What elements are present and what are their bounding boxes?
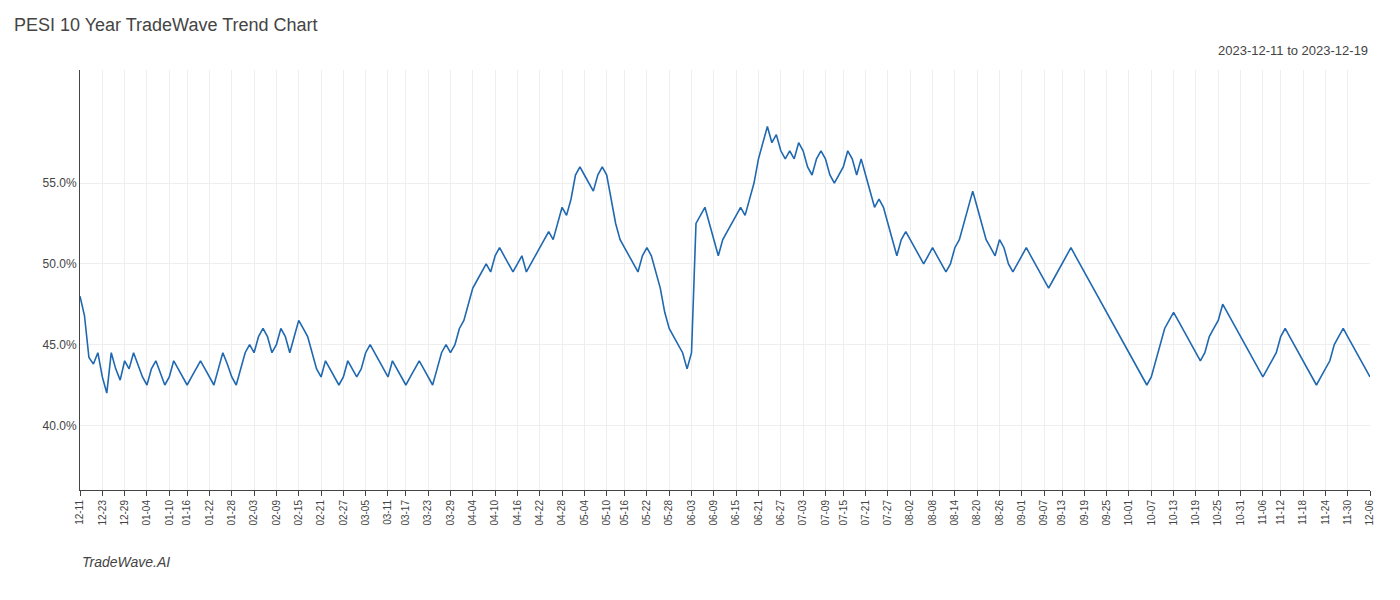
svg-text:04-16: 04-16 bbox=[512, 500, 523, 526]
svg-text:01-04: 01-04 bbox=[141, 500, 152, 526]
svg-text:02-27: 02-27 bbox=[338, 500, 349, 526]
svg-text:10-31: 10-31 bbox=[1235, 500, 1246, 526]
svg-text:10-01: 10-01 bbox=[1123, 500, 1134, 526]
svg-text:08-02: 08-02 bbox=[904, 500, 915, 526]
svg-text:06-15: 06-15 bbox=[730, 500, 741, 526]
svg-text:09-13: 09-13 bbox=[1056, 500, 1067, 526]
svg-text:04-22: 04-22 bbox=[534, 500, 545, 526]
svg-text:04-28: 04-28 bbox=[556, 500, 567, 526]
svg-text:08-20: 08-20 bbox=[971, 500, 982, 526]
svg-text:03-23: 03-23 bbox=[422, 500, 433, 526]
svg-text:03-17: 03-17 bbox=[400, 500, 411, 526]
svg-text:05-10: 05-10 bbox=[601, 500, 612, 526]
svg-text:10-13: 10-13 bbox=[1168, 500, 1179, 526]
svg-text:12-11: 12-11 bbox=[74, 500, 85, 525]
svg-text:07-03: 07-03 bbox=[797, 500, 808, 526]
svg-text:11-30: 11-30 bbox=[1342, 500, 1353, 525]
svg-text:07-09: 07-09 bbox=[820, 500, 831, 526]
svg-text:03-05: 03-05 bbox=[360, 500, 371, 526]
svg-text:45.0%: 45.0% bbox=[43, 338, 77, 352]
svg-text:04-10: 04-10 bbox=[489, 500, 500, 526]
svg-text:10-19: 10-19 bbox=[1190, 500, 1201, 526]
svg-text:09-19: 09-19 bbox=[1079, 500, 1090, 526]
svg-text:08-08: 08-08 bbox=[927, 500, 938, 526]
svg-text:11-24: 11-24 bbox=[1320, 500, 1331, 525]
svg-text:08-26: 08-26 bbox=[994, 500, 1005, 526]
svg-text:02-21: 02-21 bbox=[315, 500, 326, 526]
svg-text:09-01: 09-01 bbox=[1016, 500, 1027, 526]
svg-text:05-28: 05-28 bbox=[663, 500, 674, 526]
svg-text:09-07: 09-07 bbox=[1038, 500, 1049, 526]
svg-text:10-25: 10-25 bbox=[1212, 500, 1223, 526]
svg-text:PESI 10 Year TradeWave Trend C: PESI 10 Year TradeWave Trend Chart bbox=[14, 15, 318, 35]
svg-text:04-04: 04-04 bbox=[467, 500, 478, 526]
svg-text:10-07: 10-07 bbox=[1146, 500, 1157, 526]
svg-text:01-28: 01-28 bbox=[226, 500, 237, 526]
svg-text:08-14: 08-14 bbox=[949, 500, 960, 526]
svg-text:11-06: 11-06 bbox=[1257, 500, 1268, 525]
svg-text:11-12: 11-12 bbox=[1275, 500, 1286, 525]
svg-text:09-25: 09-25 bbox=[1101, 500, 1112, 526]
svg-text:07-21: 07-21 bbox=[860, 500, 871, 526]
svg-text:07-15: 07-15 bbox=[838, 500, 849, 526]
svg-text:01-16: 01-16 bbox=[181, 500, 192, 526]
svg-text:05-16: 05-16 bbox=[619, 500, 630, 526]
svg-text:02-09: 02-09 bbox=[271, 500, 282, 526]
svg-text:01-10: 01-10 bbox=[164, 500, 175, 526]
svg-text:2023-12-11 to 2023-12-19: 2023-12-11 to 2023-12-19 bbox=[1218, 43, 1368, 58]
svg-text:12-06: 12-06 bbox=[1364, 500, 1375, 526]
svg-text:12-23: 12-23 bbox=[97, 500, 108, 526]
svg-text:03-11: 03-11 bbox=[382, 500, 393, 525]
svg-text:55.0%: 55.0% bbox=[43, 176, 77, 190]
svg-text:02-15: 02-15 bbox=[293, 500, 304, 526]
svg-text:50.0%: 50.0% bbox=[43, 257, 77, 271]
svg-text:06-03: 06-03 bbox=[686, 500, 697, 526]
svg-text:02-03: 02-03 bbox=[248, 500, 259, 526]
svg-text:06-09: 06-09 bbox=[708, 500, 719, 526]
svg-text:06-27: 06-27 bbox=[775, 500, 786, 526]
svg-text:05-22: 05-22 bbox=[641, 500, 652, 526]
svg-text:05-04: 05-04 bbox=[579, 500, 590, 526]
svg-text:01-22: 01-22 bbox=[204, 500, 215, 526]
svg-text:11-18: 11-18 bbox=[1297, 500, 1308, 525]
svg-text:40.0%: 40.0% bbox=[43, 419, 77, 433]
svg-text:06-21: 06-21 bbox=[753, 500, 764, 526]
svg-text:07-27: 07-27 bbox=[882, 500, 893, 526]
svg-text:03-29: 03-29 bbox=[445, 500, 456, 526]
svg-text:12-29: 12-29 bbox=[119, 500, 130, 526]
svg-text:TradeWave.AI: TradeWave.AI bbox=[82, 554, 170, 570]
